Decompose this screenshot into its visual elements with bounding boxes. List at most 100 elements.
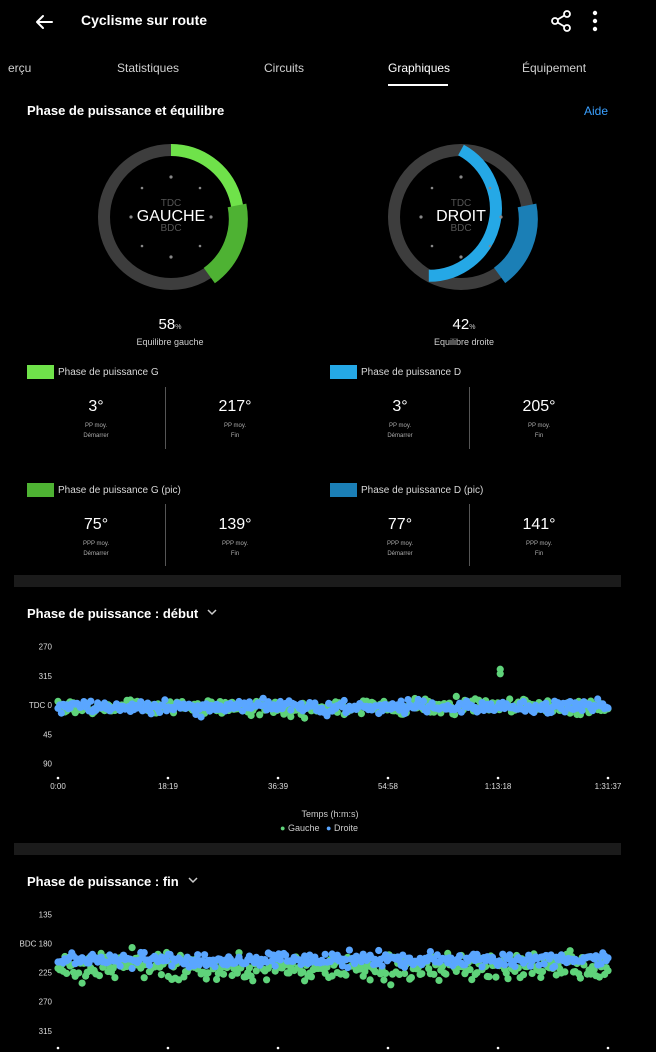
data-point — [426, 948, 434, 956]
stat-sublabel: Fin — [230, 433, 240, 439]
legend-swatch-peak-right — [330, 483, 357, 497]
legend-swatch-phase-left — [27, 365, 54, 379]
legend-swatch-phase-right — [330, 365, 357, 379]
data-point — [140, 949, 148, 957]
x-tick-mark — [386, 1046, 390, 1050]
data-point — [435, 976, 443, 984]
data-point — [57, 709, 65, 717]
x-axis-label: Temps (h:m:s) — [301, 809, 359, 819]
section-divider — [14, 575, 621, 587]
data-point — [128, 964, 136, 972]
data-point — [75, 969, 83, 977]
tab-bar: erçu Statistiques Circuits Graphiques Éq… — [0, 52, 656, 90]
tab-apercu[interactable]: erçu — [8, 61, 32, 75]
data-point — [538, 968, 547, 976]
data-point — [287, 706, 295, 714]
data-point — [456, 952, 464, 960]
legend-label-gauche: Gauche — [287, 823, 320, 833]
data-point — [597, 960, 605, 968]
data-point — [183, 953, 191, 961]
data-point — [452, 692, 460, 700]
data-point — [366, 976, 374, 984]
legend-swatch-peak-left — [27, 483, 54, 497]
tab-graphiques[interactable]: Graphiques — [388, 61, 451, 75]
stat-label: PP moy. — [223, 423, 247, 429]
data-point — [401, 963, 409, 971]
balance-label-right: Equilibre droite — [433, 337, 495, 347]
data-point — [387, 981, 395, 989]
data-point — [604, 954, 612, 962]
x-tick-label: 1:13:18 — [485, 782, 512, 790]
x-tick-mark — [276, 776, 280, 780]
stat-sublabel: Démarrer — [387, 551, 413, 557]
stat-value: 139° — [218, 516, 252, 533]
data-point — [163, 956, 171, 964]
data-point — [85, 959, 93, 967]
data-point — [496, 670, 504, 678]
divider — [165, 504, 166, 566]
data-point — [485, 973, 493, 981]
data-point — [380, 976, 388, 984]
data-point — [492, 973, 500, 981]
stat-sublabel: Démarrer — [83, 433, 109, 439]
x-tick-mark — [606, 776, 610, 780]
y-tick-label: 270 — [39, 643, 53, 652]
data-point — [378, 962, 386, 970]
x-tick-mark — [56, 1046, 60, 1050]
data-point — [442, 970, 450, 978]
help-link[interactable]: Aide — [584, 104, 609, 118]
data-point — [287, 713, 295, 721]
data-point — [478, 963, 486, 971]
data-point — [566, 947, 574, 955]
stat-label: PPP moy. — [82, 541, 110, 547]
y-tick-label: 45 — [43, 730, 52, 739]
data-point — [519, 697, 528, 706]
bdc-label: BDC — [450, 223, 472, 234]
data-point — [256, 711, 264, 719]
y-tick-label: 90 — [43, 760, 52, 769]
section-divider — [14, 843, 621, 855]
x-tick-label: 0:00 — [50, 782, 66, 790]
tab-statistiques[interactable]: Statistiques — [117, 61, 180, 75]
data-point — [252, 967, 260, 975]
data-point — [576, 974, 585, 982]
data-point — [211, 963, 219, 971]
stat-value: 3° — [88, 398, 104, 415]
divider — [165, 387, 166, 449]
x-tick-mark — [276, 1046, 280, 1050]
data-point — [328, 972, 336, 980]
data-point — [219, 970, 228, 978]
x-tick-mark — [166, 776, 170, 780]
data-point — [357, 710, 365, 718]
data-point — [128, 944, 136, 952]
peak-phase-arc — [493, 203, 538, 284]
data-point — [501, 961, 509, 969]
data-point — [399, 951, 407, 959]
data-point — [345, 946, 353, 954]
balance-value: 58 — [158, 316, 176, 333]
stat-label: PP moy. — [388, 423, 412, 429]
data-point — [301, 714, 309, 722]
x-tick-mark — [386, 776, 390, 780]
data-point — [528, 969, 536, 977]
share-icon[interactable] — [548, 8, 574, 34]
stat-label: PPP moy. — [386, 541, 414, 547]
more-vert-icon[interactable] — [584, 8, 606, 34]
chevron-down-icon[interactable] — [205, 606, 219, 618]
data-point — [161, 696, 169, 704]
data-point — [407, 974, 415, 982]
tab-circuits[interactable]: Circuits — [264, 61, 305, 75]
pedal-label-right: DROIT — [436, 208, 486, 225]
data-point — [423, 708, 431, 716]
chevron-down-icon[interactable] — [186, 874, 200, 886]
tab-equipement[interactable]: Équipement — [522, 61, 587, 75]
arrow-left-icon[interactable] — [30, 8, 58, 36]
data-point — [201, 951, 209, 959]
chart-start-title[interactable]: Phase de puissance : début — [27, 606, 199, 621]
y-tick-label: 270 — [39, 998, 53, 1007]
chart-end-title[interactable]: Phase de puissance : fin — [27, 874, 179, 889]
data-point — [194, 951, 202, 959]
data-point — [137, 698, 145, 706]
data-point — [311, 699, 319, 707]
